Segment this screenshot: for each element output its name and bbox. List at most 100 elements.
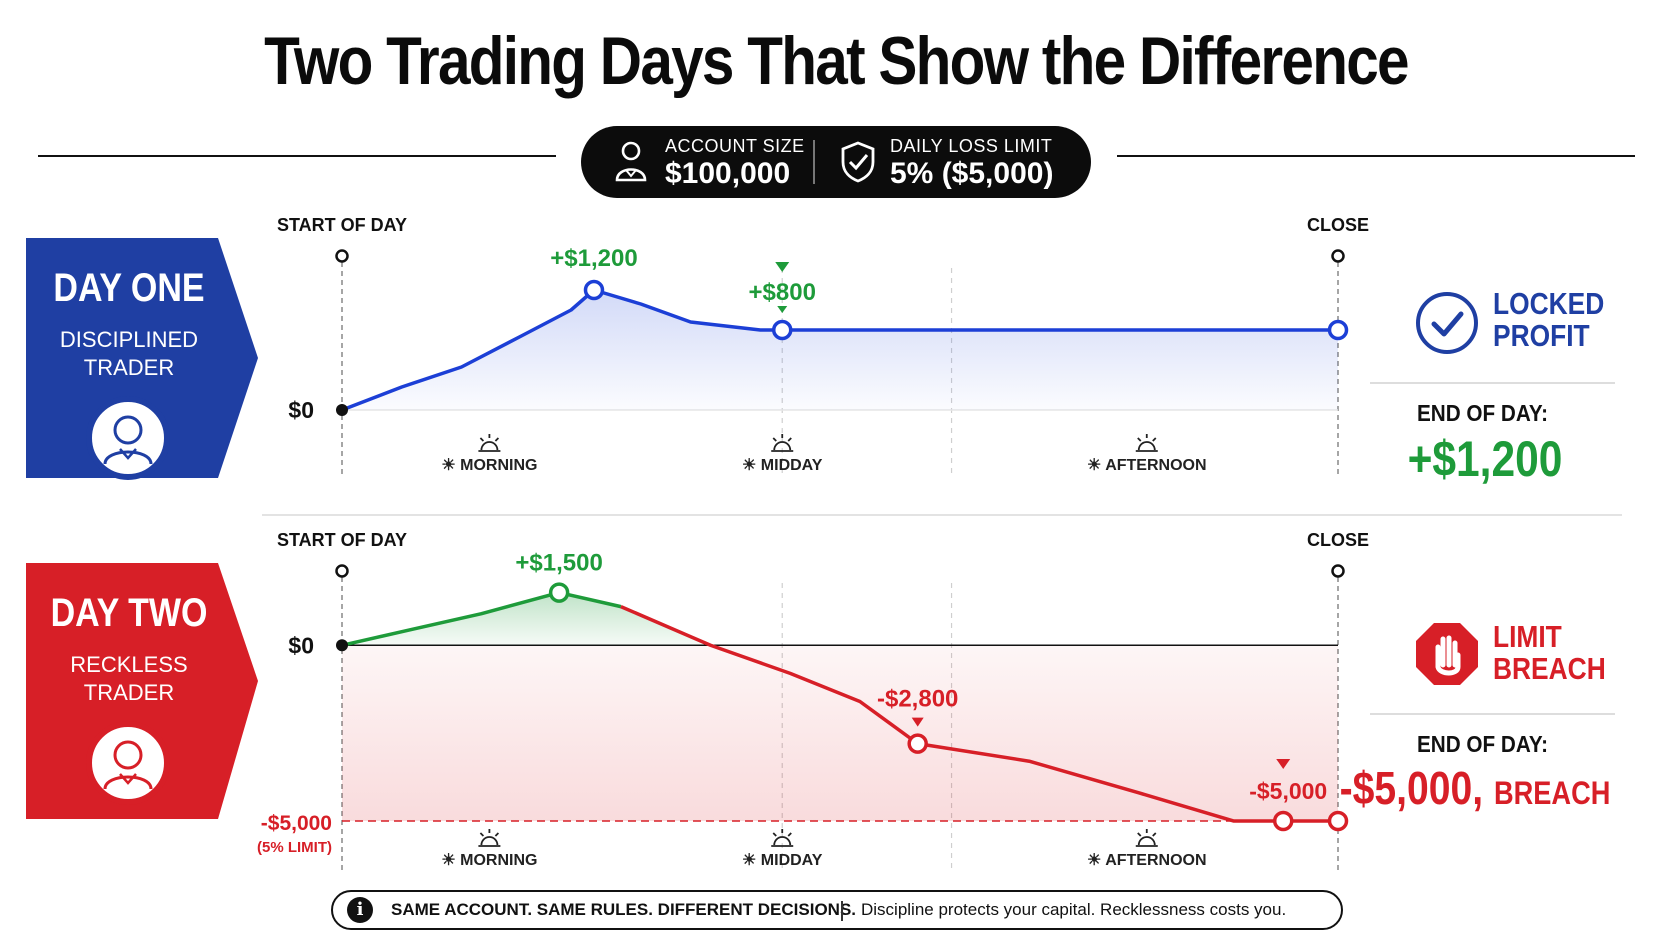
point-marker <box>907 733 928 754</box>
sun-arc <box>1137 441 1156 451</box>
day-two-subtitle-line2: TRADER <box>83 680 175 705</box>
page-title: Two Trading Days That Show the Differenc… <box>264 23 1409 99</box>
title-rule-right <box>1117 155 1635 157</box>
title-rule-left <box>38 155 556 157</box>
sun-ray <box>1152 437 1157 442</box>
close-label: CLOSE <box>1307 215 1369 235</box>
eod-value: +$1,200 <box>1345 430 1626 488</box>
eod-suffix: BREACH <box>1493 775 1611 811</box>
down-arrow-icon <box>775 262 790 272</box>
eod-value-text: -$5,000, <box>1339 762 1484 814</box>
status-line2: BREACH <box>1493 651 1606 686</box>
shield-check-icon <box>839 140 877 189</box>
day-one-subtitle-line2: TRADER <box>83 355 175 380</box>
sun-ray <box>787 437 792 442</box>
trader-avatar-icon <box>86 396 170 480</box>
sun-icon <box>478 434 501 452</box>
point-marker <box>583 279 605 301</box>
day-one-subtitle: DISCIPLINED TRADER <box>26 326 232 382</box>
sun-ray <box>479 437 485 442</box>
day-one-title: DAY ONE <box>53 266 205 310</box>
check-circle-icon <box>1414 290 1480 361</box>
sun-ray <box>479 832 485 837</box>
day-one-badge: DAY ONE DISCIPLINED TRADER <box>26 238 258 480</box>
loss-limit-value: 5% ($5,000) <box>890 157 1054 190</box>
eod-value-text: +$1,200 <box>1407 431 1563 487</box>
sun-icon <box>771 434 794 452</box>
point-marker <box>771 319 793 341</box>
point-label: +$800 <box>749 279 816 306</box>
down-arrow-icon <box>777 306 788 313</box>
point-marker <box>1272 810 1294 832</box>
session-label: ☀ MIDDAY <box>742 457 823 474</box>
day-two-status-text: LIMIT BREACH <box>1493 621 1612 685</box>
eod-label: END OF DAY: <box>1416 731 1549 757</box>
eod-value: -$5,000, BREACH <box>1322 761 1628 815</box>
sun-icon <box>478 829 501 847</box>
zero-label: $0 <box>288 397 314 423</box>
point-label: -$5,000 <box>1249 778 1327 804</box>
session-label: ☀ AFTERNOON <box>1087 852 1207 869</box>
status-divider <box>1370 382 1615 384</box>
status-line1: LIMIT <box>1493 619 1562 654</box>
point-label: +$1,500 <box>515 550 602 577</box>
loss-zone-fill <box>342 645 1338 821</box>
start-marker <box>335 564 349 578</box>
area-fill <box>342 290 1338 410</box>
loss-limit-label: DAILY LOSS LIMIT <box>890 136 1053 156</box>
account-size-block: ACCOUNT SIZE $100,000 <box>665 136 805 191</box>
point-marker <box>548 582 570 603</box>
sun-icon <box>1135 829 1158 847</box>
footer-separator <box>841 901 843 921</box>
footer-banner: i SAME ACCOUNT. SAME RULES. DIFFERENT DE… <box>331 890 1343 930</box>
footer-strong-text: SAME ACCOUNT. SAME RULES. DIFFERENT DECI… <box>391 900 857 919</box>
down-arrow-icon <box>911 717 924 727</box>
sun-icon <box>1135 434 1158 452</box>
status-divider <box>1370 713 1615 715</box>
section-divider <box>262 514 1622 516</box>
sun-ray <box>494 832 500 837</box>
zero-label: $0 <box>288 632 314 658</box>
info-separator <box>813 140 815 184</box>
sun-ray <box>1137 832 1142 837</box>
gain-area-fill <box>342 592 711 646</box>
close-marker <box>1331 249 1345 263</box>
day-two-subtitle: RECKLESS TRADER <box>26 651 232 707</box>
info-icon: i <box>347 897 373 923</box>
start-marker <box>335 249 349 263</box>
series-line-gain <box>341 590 622 647</box>
zero-start-dot <box>336 639 348 652</box>
session-label: ☀ MORNING <box>441 852 537 869</box>
sun-ray <box>494 437 500 442</box>
sun-arc <box>1137 836 1156 846</box>
status-line2: PROFIT <box>1493 318 1590 353</box>
eod-label: END OF DAY: <box>1416 400 1549 426</box>
person-icon <box>613 140 649 189</box>
day-one-status-text: LOCKED PROFIT <box>1493 288 1612 352</box>
session-label: ☀ AFTERNOON <box>1087 457 1207 474</box>
day-two-subtitle-line1: RECKLESS <box>70 652 188 677</box>
series-line-day-one <box>341 288 1338 412</box>
loss-limit-sublabel: (5% LIMIT) <box>257 839 332 856</box>
loss-limit-block: DAILY LOSS LIMIT 5% ($5,000) <box>890 136 1053 191</box>
point-label: -$2,800 <box>877 686 958 713</box>
point-marker <box>1327 319 1349 341</box>
account-info-pill: ACCOUNT SIZE $100,000 DAILY LOSS LIMIT 5… <box>581 126 1091 198</box>
point-marker <box>1327 810 1349 832</box>
trader-avatar-icon <box>86 721 170 805</box>
point-label: +$1,200 <box>550 245 637 272</box>
stop-hand-icon <box>1414 621 1480 692</box>
close-marker <box>1331 564 1345 578</box>
down-arrow-icon <box>1276 758 1291 769</box>
start-of-day-label: START OF DAY <box>277 215 407 235</box>
sun-ray <box>1137 437 1142 442</box>
sun-ray <box>772 832 777 837</box>
day-two-badge: DAY TWO RECKLESS TRADER <box>26 563 258 819</box>
start-of-day-label: START OF DAY <box>277 530 407 550</box>
day-two-title: DAY TWO <box>50 591 208 635</box>
loss-limit-label: -$5,000 <box>261 812 332 835</box>
session-label: ☀ MIDDAY <box>742 852 823 869</box>
sun-arc <box>480 836 499 846</box>
footer-light-text: Discipline protects your capital. Reckle… <box>861 900 1287 919</box>
